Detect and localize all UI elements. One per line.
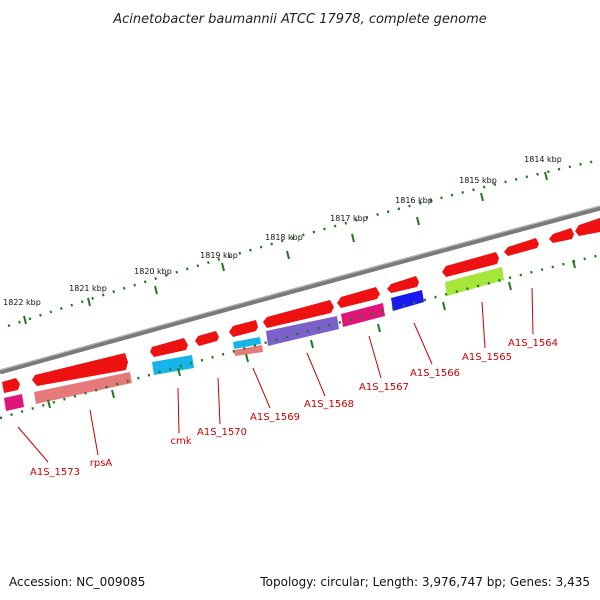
ruler-tick bbox=[111, 389, 115, 399]
gene-arrow-next-2 bbox=[575, 218, 600, 236]
ruler-tick bbox=[47, 399, 51, 409]
feature-a1s-1568-inner bbox=[266, 316, 339, 346]
gene-label-a1s-1564: A1S_1564 bbox=[508, 338, 558, 349]
kbp-label: 1820 kbp bbox=[134, 267, 172, 276]
leader-line bbox=[177, 387, 180, 434]
gene-arrow-rpsa bbox=[32, 353, 128, 386]
leader-line bbox=[368, 335, 382, 379]
gene-label-a1s-1573: A1S_1573 bbox=[30, 467, 80, 478]
kbp-label: 1822 kbp bbox=[3, 298, 41, 307]
feature-a1s-1573-inner bbox=[4, 394, 24, 411]
gene-label-a1s-1566: A1S_1566 bbox=[410, 368, 460, 379]
gene-arrow-a1s-1569 bbox=[229, 320, 258, 337]
ruler-tick bbox=[245, 353, 249, 363]
ruler-tick bbox=[310, 339, 314, 349]
gene-label-cmk: cmk bbox=[170, 436, 191, 447]
leader-lines bbox=[17, 287, 534, 463]
kbp-label: 1821 kbp bbox=[69, 284, 107, 293]
ruler-tick bbox=[87, 297, 91, 307]
gene-arrow-a1s-1573 bbox=[2, 378, 20, 393]
feature-a1s-1569-inner-1 bbox=[233, 337, 261, 349]
leader-line bbox=[481, 301, 486, 349]
ruler-tick bbox=[286, 250, 290, 260]
ruler-tick bbox=[508, 281, 512, 291]
feature-a1s-1569-inner-2 bbox=[234, 345, 263, 356]
ruler-tick bbox=[221, 262, 225, 272]
ruler-tick bbox=[377, 323, 381, 333]
gene-label-a1s-1570: A1S_1570 bbox=[197, 427, 247, 438]
accession-text: Accession: NC_009085 bbox=[9, 575, 145, 589]
gene-arrow-a1s-1568 bbox=[263, 300, 334, 328]
feature-rpsa-inner bbox=[34, 372, 132, 404]
ruler-major-ticks bbox=[23, 171, 548, 325]
ruler-tick bbox=[416, 216, 420, 226]
feature-cmk-inner bbox=[152, 355, 194, 375]
gene-arrow-a1s-1567 bbox=[337, 287, 380, 308]
ruler-tick bbox=[23, 315, 27, 325]
gene-labels: A1S_1573 rpsA cmk A1S_1570 A1S_1569 A1S_… bbox=[30, 338, 558, 478]
feature-a1s-1566-inner bbox=[391, 290, 424, 311]
genome-backbone bbox=[0, 205, 600, 375]
ruler-tick bbox=[351, 233, 355, 243]
gene-arrow-a1s-1566 bbox=[387, 276, 419, 293]
cds-features bbox=[2, 218, 600, 393]
ruler-tick bbox=[480, 192, 484, 202]
map-title: Acinetobacter baumannii ATCC 17978, comp… bbox=[112, 12, 487, 27]
gene-label-a1s-1567: A1S_1567 bbox=[359, 382, 409, 393]
topology-text: Topology: circular; Length: 3,976,747 bp… bbox=[259, 575, 590, 589]
kbp-labels: 1822 kbp 1821 kbp 1820 kbp 1819 kbp 1818… bbox=[3, 155, 562, 307]
gene-arrow-a1s-1565 bbox=[442, 252, 499, 277]
leader-line bbox=[413, 322, 433, 365]
leader-line bbox=[89, 409, 99, 456]
ruler-tick bbox=[544, 171, 548, 181]
kbp-label: 1819 kbp bbox=[200, 251, 238, 260]
gene-label-a1s-1569: A1S_1569 bbox=[250, 412, 300, 423]
leader-line bbox=[531, 287, 534, 335]
leader-line bbox=[217, 377, 221, 425]
gene-arrow-a1s-1564 bbox=[504, 238, 539, 256]
gene-label-a1s-1568: A1S_1568 bbox=[304, 399, 354, 410]
ruler-tick bbox=[572, 259, 576, 269]
kbp-label: 1814 kbp bbox=[524, 155, 562, 164]
kbp-label: 1817 kbp bbox=[330, 214, 368, 223]
feature-a1s-1565-inner bbox=[445, 267, 504, 296]
kbp-label: 1818 kbp bbox=[265, 233, 303, 242]
secondary-features bbox=[4, 267, 504, 411]
kbp-label: 1816 kbp bbox=[395, 196, 433, 205]
gene-arrow-a1s-1570 bbox=[195, 331, 219, 346]
ruler-tick bbox=[154, 285, 158, 295]
outer-ruler bbox=[7, 158, 600, 328]
inner-ruler bbox=[0, 253, 600, 420]
feature-a1s-1567-inner bbox=[341, 303, 385, 327]
kbp-label: 1815 kbp bbox=[459, 176, 497, 185]
gene-arrow-next-1 bbox=[549, 228, 574, 243]
gene-label-a1s-1565: A1S_1565 bbox=[462, 352, 512, 363]
leader-line bbox=[17, 426, 49, 463]
ruler-tick bbox=[442, 301, 446, 311]
leader-line bbox=[306, 352, 326, 397]
leader-line bbox=[252, 367, 271, 409]
gene-arrow-cmk bbox=[150, 338, 188, 357]
ruler-tick bbox=[177, 367, 181, 377]
gene-label-rpsa: rpsA bbox=[90, 458, 113, 469]
